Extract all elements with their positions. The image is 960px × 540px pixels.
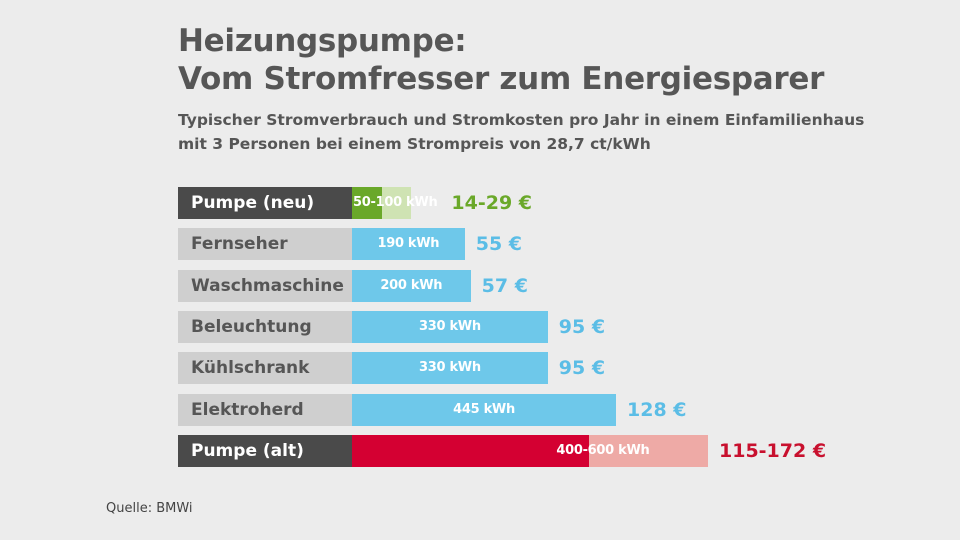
chart-title: Heizungspumpe: Vom Stromfresser zum Ener…	[178, 22, 824, 98]
category-label: Beleuchtung	[178, 311, 352, 343]
cost-label: 55 €	[475, 233, 522, 255]
bar-label: 330 kWh	[418, 360, 481, 375]
bar-value	[352, 394, 617, 426]
cost-label: 57 €	[481, 275, 528, 297]
bar-range-extension	[589, 435, 708, 467]
source-note: Quelle: BMWi	[106, 501, 193, 516]
bar-range-label: 400-600 kWh	[556, 435, 649, 467]
cost-label: 95 €	[558, 357, 606, 379]
bar-value	[352, 187, 382, 219]
category-label: Kühlschrank	[178, 352, 352, 384]
category-label: Elektroherd	[178, 394, 352, 426]
title-line-2: Vom Stromfresser zum Energiesparer	[178, 61, 825, 97]
bar-label: 445 kWh	[453, 402, 515, 417]
bar-value	[352, 228, 465, 260]
title-line-1: Heizungspumpe:	[178, 23, 467, 59]
bar-label: 190 kWh	[377, 236, 440, 251]
bar-label: 330 kWh	[418, 319, 481, 334]
bar-range-extension	[381, 187, 412, 219]
category-label: Waschmaschine	[178, 270, 352, 302]
category-label: Pumpe (alt)	[178, 435, 352, 467]
bar-label-high: kWh	[401, 195, 438, 210]
bar-value	[352, 352, 548, 384]
category-label: Fernseher	[178, 228, 352, 260]
cost-label: 95 €	[558, 316, 606, 338]
chart-subtitle: Typischer Stromverbrauch und Stromkosten…	[178, 108, 864, 156]
bar-label-low: 400-	[556, 443, 588, 458]
bar-label-high: 600 kWh	[587, 443, 650, 458]
bar-label: 200 kWh	[380, 278, 443, 293]
bar-label-low: 50-100	[353, 195, 402, 210]
subtitle-line-2: mit 3 Personen bei einem Strompreis von …	[178, 135, 651, 153]
bar-range-label: 50-100 kWh	[353, 187, 438, 219]
bar-value	[352, 311, 548, 343]
subtitle-line-1: Typischer Stromverbrauch und Stromkosten…	[178, 111, 865, 129]
category-label: Pumpe (neu)	[178, 187, 352, 219]
bar-value	[352, 435, 590, 467]
cost-label: 115-172 €	[719, 440, 827, 462]
bar-value	[352, 270, 471, 302]
cost-label: 14-29 €	[451, 192, 533, 214]
cost-label: 128 €	[627, 399, 687, 421]
